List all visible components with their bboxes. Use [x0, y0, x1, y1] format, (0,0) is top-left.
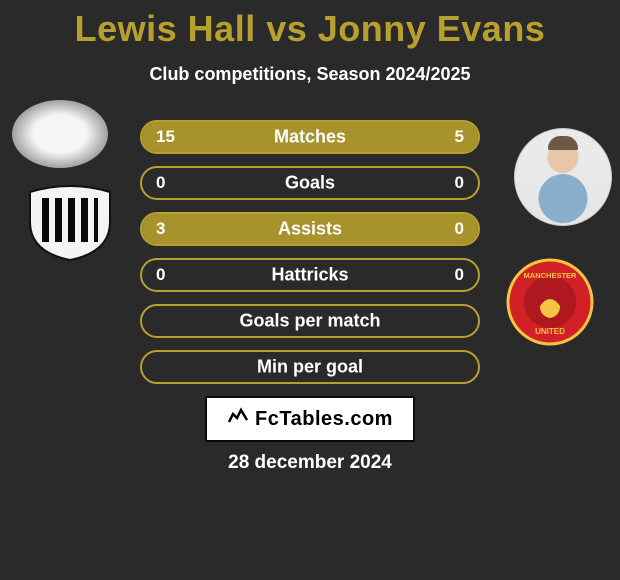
report-date: 28 december 2024	[228, 452, 392, 474]
comparison-title: Lewis Hall vs Jonny Evans	[0, 0, 620, 50]
stat-row: 15 5 Matches	[140, 120, 480, 154]
source-badge: FcTables.com	[205, 396, 415, 442]
club-badge-right: MANCHESTER UNITED	[502, 258, 598, 346]
svg-text:MANCHESTER: MANCHESTER	[524, 271, 578, 280]
newcastle-badge-icon	[20, 180, 120, 262]
stat-row: 0 0 Goals	[140, 166, 480, 200]
club-badge-left	[20, 180, 120, 262]
stat-right-value: 5	[455, 127, 464, 147]
stat-left-value: 0	[156, 265, 165, 285]
player-right-block	[514, 128, 612, 226]
stat-left-value: 3	[156, 219, 165, 239]
stat-right-value: 0	[455, 265, 464, 285]
player-right-avatar	[514, 128, 612, 226]
svg-text:UNITED: UNITED	[535, 327, 565, 336]
stat-right-value: 0	[455, 219, 464, 239]
stat-label: Min per goal	[257, 357, 363, 378]
player-left-block	[12, 100, 108, 168]
stats-bars: 15 5 Matches 0 0 Goals 3 0 Assists 0 0 Hattricks Goa…	[140, 120, 480, 396]
stat-row: Goals per match	[140, 304, 480, 338]
stat-left-value: 15	[156, 127, 175, 147]
stat-label: Goals	[285, 173, 335, 194]
stat-label: Hattricks	[271, 265, 348, 286]
stat-label: Matches	[274, 127, 346, 148]
stat-row: 0 0 Hattricks	[140, 258, 480, 292]
stat-label: Assists	[278, 219, 342, 240]
fctables-icon	[227, 406, 249, 432]
man-utd-badge-icon: MANCHESTER UNITED	[502, 258, 598, 346]
stat-label: Goals per match	[239, 311, 380, 332]
stat-row: Min per goal	[140, 350, 480, 384]
player-left-avatar	[12, 100, 108, 168]
stat-row: 3 0 Assists	[140, 212, 480, 246]
source-name: FcTables.com	[255, 408, 393, 431]
stat-right-value: 0	[455, 173, 464, 193]
stat-fill-left	[142, 122, 394, 152]
stat-fill-right	[394, 122, 478, 152]
comparison-subtitle: Club competitions, Season 2024/2025	[0, 64, 620, 85]
stat-left-value: 0	[156, 173, 165, 193]
